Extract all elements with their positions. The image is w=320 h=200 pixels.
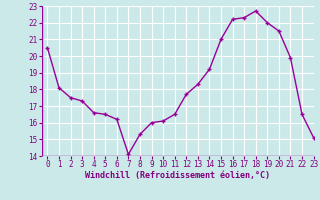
X-axis label: Windchill (Refroidissement éolien,°C): Windchill (Refroidissement éolien,°C): [85, 171, 270, 180]
